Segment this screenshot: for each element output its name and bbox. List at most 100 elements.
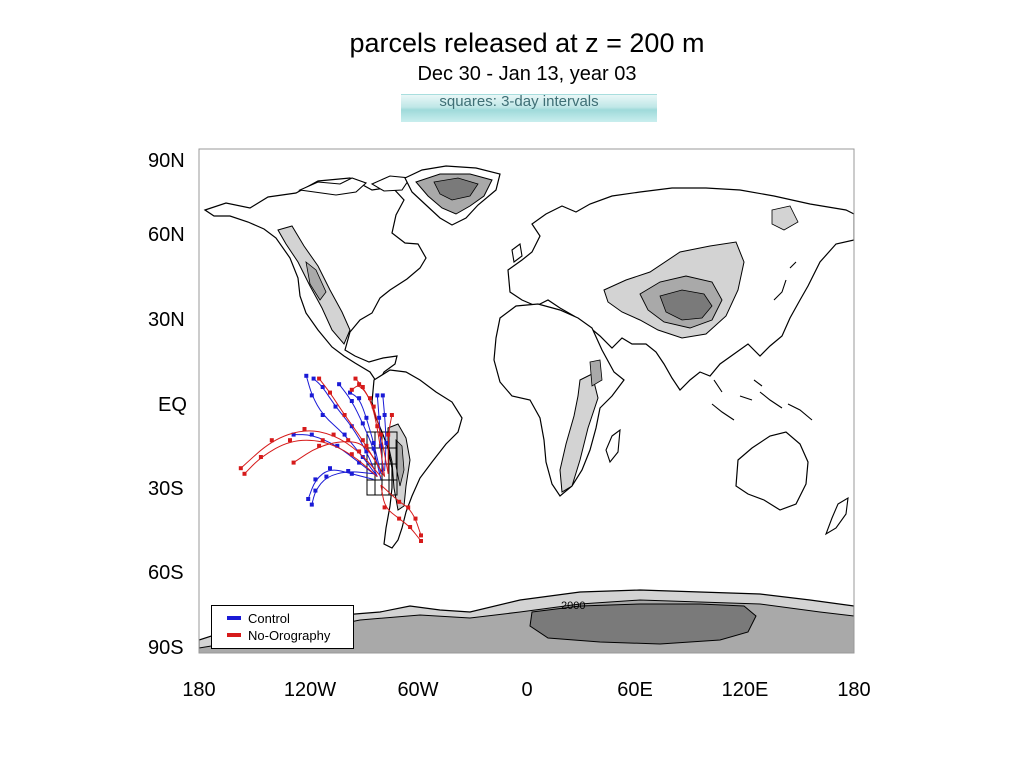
legend-swatch-no-orography [227, 633, 241, 637]
uk-islands [511, 243, 523, 263]
arctic-islands [298, 175, 411, 196]
trajectory-marker-control-1-2 [349, 424, 354, 429]
trajectory-marker-control-3-2 [364, 415, 369, 420]
y-tick-label-90s: 90S [148, 637, 184, 659]
x-tick-label-0: 0 [521, 679, 533, 701]
trajectory-marker-no-orography-0-3 [302, 427, 307, 431]
tibet-topo-dark [659, 289, 713, 321]
legend: Control No-Orography [211, 605, 354, 649]
trajectory-marker-control-8-2 [382, 413, 387, 417]
trajectory-marker-no-orography-5-1 [364, 443, 369, 448]
x-tick-label-120w: 120W [283, 679, 337, 701]
trajectory-marker-control-0-2 [342, 432, 347, 437]
trajectory-marker-control-5-4 [306, 497, 311, 501]
trajectory-no-orography-0 [240, 430, 382, 477]
x-tick-label-180w: 180 [182, 679, 216, 701]
trajectory-no-orography-8 [351, 385, 386, 477]
trajectory-marker-no-orography-2-3 [328, 390, 332, 395]
trajectory-marker-control-2-2 [360, 421, 365, 426]
trajectory-marker-no-orography-2-4 [317, 376, 322, 381]
africa-land [493, 303, 625, 497]
trajectory-marker-no-orography-8-2 [368, 396, 372, 401]
trajectory-marker-no-orography-0-1 [357, 449, 362, 454]
trajectory-marker-control-3-4 [348, 390, 352, 395]
andes-topo-mid [395, 439, 405, 487]
east-africa-topo [559, 373, 599, 493]
plot-border [198, 148, 855, 654]
indonesia-islands [711, 379, 813, 421]
y-tick-label-60s: 60S [148, 562, 184, 584]
trajectory-marker-control-3-3 [357, 396, 362, 401]
trajectory-marker-control-2-3 [349, 399, 354, 403]
trajectory-marker-no-orography-3-2 [371, 404, 376, 409]
trajectory-marker-control-6-3 [313, 488, 318, 493]
new-zealand-land [824, 496, 849, 536]
trajectory-marker-control-4-4 [291, 432, 296, 437]
trajectory-marker-control-0-4 [309, 393, 314, 398]
madagascar-land [605, 428, 621, 464]
trajectory-marker-no-orography-3-4 [353, 376, 358, 381]
ethiopia-topo [589, 359, 603, 387]
trajectory-marker-no-orography-1-1 [349, 452, 354, 457]
trajectory-marker-control-2-4 [337, 382, 342, 387]
legend-label-no-orography: No-Orography [248, 627, 331, 643]
map-title: parcels released at z = 200 m [349, 28, 705, 58]
trajectory-marker-control-0-3 [320, 413, 325, 417]
trajectory-marker-no-orography-7-4 [419, 533, 423, 538]
trajectory-marker-no-orography-3-1 [378, 432, 383, 437]
y-tick-label-30s: 30S [148, 478, 184, 500]
trajectory-marker-no-orography-6-4 [419, 539, 423, 543]
trajectory-marker-control-3-1 [371, 441, 376, 445]
note-text: squares: 3-day intervals [439, 93, 599, 110]
map-subtitle: Dec 30 - Jan 13, year 03 [417, 63, 637, 85]
trajectory-no-orography-5 [293, 441, 386, 477]
trajectory-marker-no-orography-1-3 [288, 438, 292, 443]
y-tick-label-30n: 30N [148, 309, 185, 331]
y-tick-label-60n: 60N [148, 224, 185, 246]
trajectory-no-orography-1 [244, 439, 378, 477]
trajectory-marker-control-5-2 [328, 466, 332, 471]
trajectory-marker-control-6-4 [309, 502, 314, 507]
trajectory-marker-no-orography-8-1 [375, 424, 380, 429]
trajectory-marker-no-orography-0-4 [269, 438, 274, 443]
trajectory-marker-control-8-3 [380, 393, 385, 398]
trajectory-marker-control-7-3 [375, 393, 380, 398]
trajectory-control-5 [307, 469, 374, 500]
trajectory-marker-no-orography-7-3 [413, 516, 418, 521]
greenland-topo-dark [433, 177, 479, 201]
antarctica-contour-dark [529, 603, 757, 645]
trajectory-marker-control-4-3 [309, 432, 314, 437]
trajectory-control-3 [349, 392, 382, 474]
legend-item-no-orography: No-Orography [212, 627, 330, 643]
x-tick-label-120e: 120E [721, 679, 769, 701]
trajectory-marker-control-8-1 [384, 441, 389, 445]
trajectory-marker-control-6-2 [324, 474, 329, 479]
trajectory-marker-no-orography-7-1 [397, 499, 402, 504]
trajectory-marker-no-orography-5-2 [346, 438, 351, 443]
trajectory-marker-no-orography-7-2 [406, 505, 411, 510]
y-tick-label-90n: 90N [148, 150, 185, 172]
trajectory-marker-no-orography-0-2 [331, 432, 336, 437]
x-tick-label-60e: 60E [617, 679, 653, 701]
y-tick-label-eq: EQ [158, 394, 187, 416]
trajectory-marker-no-orography-4-2 [389, 413, 394, 417]
trajectory-marker-control-1-3 [333, 404, 338, 409]
trajectory-marker-control-7-2 [377, 415, 382, 420]
trajectory-marker-no-orography-1-5 [242, 471, 247, 476]
trajectory-marker-no-orography-8-4 [349, 387, 354, 392]
contour-label-2000: 2000 [561, 600, 585, 612]
trajectory-marker-no-orography-6-2 [397, 516, 402, 521]
legend-swatch-control [227, 616, 241, 620]
trajectory-marker-no-orography-8-3 [357, 382, 362, 387]
trajectory-marker-no-orography-6-3 [408, 525, 413, 529]
trajectory-marker-no-orography-1-4 [258, 455, 263, 459]
trajectory-marker-control-4-1 [357, 460, 362, 465]
trajectory-no-orography-4 [387, 414, 393, 474]
trajectory-marker-no-orography-2-2 [342, 413, 347, 417]
x-tick-label-60w: 60W [397, 679, 439, 701]
australia-land [735, 431, 809, 511]
trajectory-marker-control-6-1 [346, 469, 351, 473]
trajectory-marker-control-5-3 [313, 477, 318, 482]
x-tick-label-180e: 180 [837, 679, 871, 701]
